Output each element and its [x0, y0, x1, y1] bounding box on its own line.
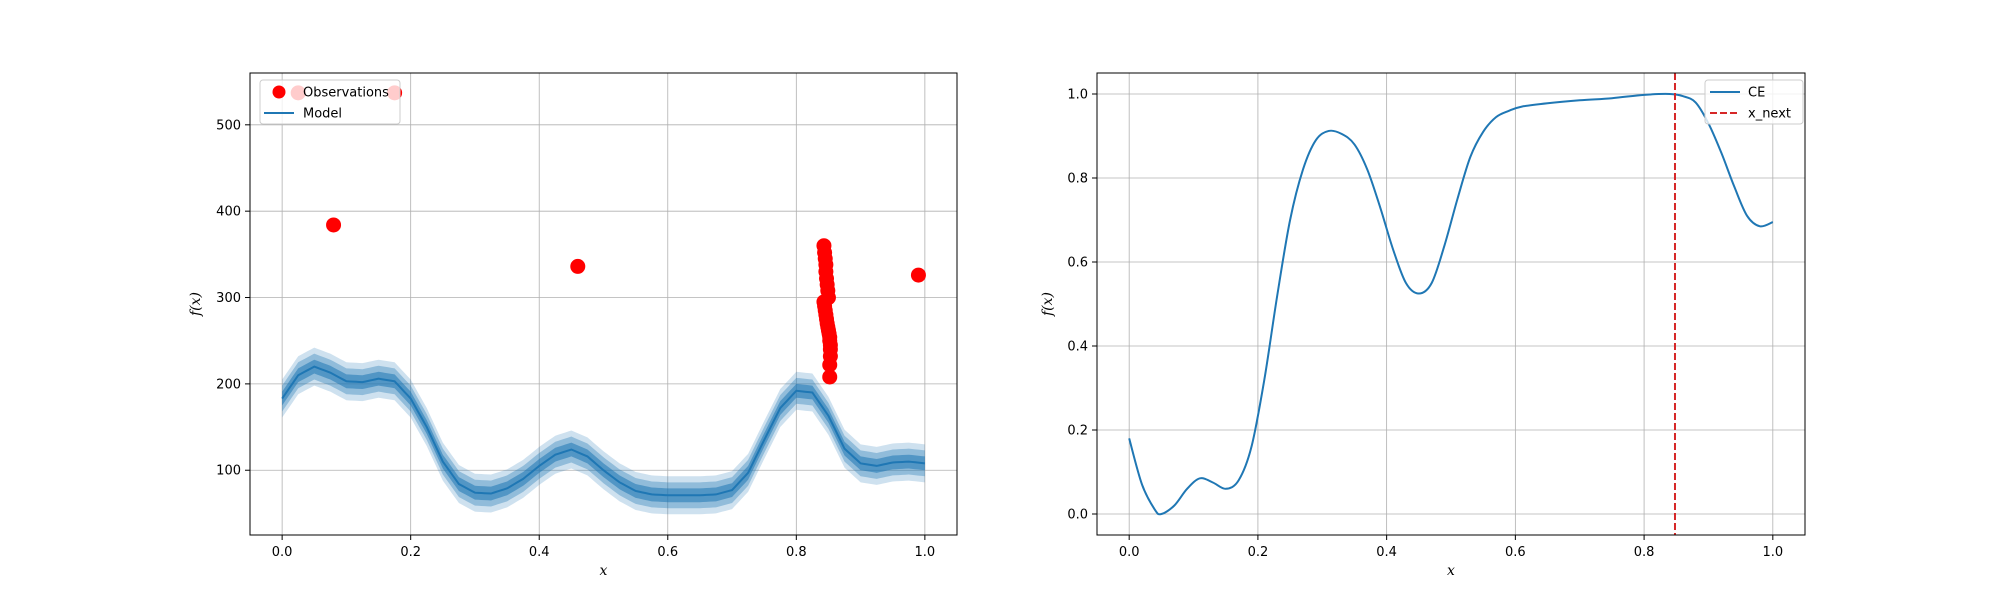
x-tick-label: 0.2 — [1248, 545, 1269, 560]
x-tick-label: 0.6 — [657, 545, 678, 560]
right-chart-ticks: 0.0 0.2 0.4 0.6 0.8 1.0 0.0 0.2 0.4 0.6 0.8 1.0 — [1067, 88, 1783, 561]
left-chart-frame — [249, 72, 958, 536]
y-tick-label: 400 — [216, 205, 241, 220]
observation-point — [326, 217, 342, 233]
left-chart-confidence-bands — [282, 347, 925, 515]
y-tick-label: 0.8 — [1067, 172, 1088, 187]
legend-model-label: Model — [303, 107, 342, 122]
right-chart-frame — [1096, 72, 1806, 536]
right-chart-grid — [1097, 73, 1805, 535]
observation-point — [822, 357, 838, 373]
y-tick-label: 0.6 — [1067, 256, 1088, 271]
left-chart-legend: Observations Model — [259, 79, 401, 125]
x-tick-label: 0.2 — [400, 545, 421, 560]
legend-observations-label: Observations — [303, 86, 389, 101]
y-tick-label: 0.4 — [1067, 340, 1088, 355]
observation-point — [910, 267, 926, 283]
observation-point — [570, 258, 586, 274]
x-tick-label: 0.4 — [529, 545, 550, 560]
left-legend-box — [259, 79, 401, 125]
x-tick-label: 0.8 — [1634, 545, 1655, 560]
x-tick-label: 0.6 — [1505, 545, 1526, 560]
model-line — [281, 365, 925, 497]
x-tick-label: 0.0 — [272, 545, 293, 560]
observation-point — [822, 369, 838, 385]
model-confidence-band — [282, 347, 925, 515]
legend-ce-label: CE — [1748, 86, 1765, 101]
model-confidence-band — [282, 359, 925, 503]
x-tick-label: 0.0 — [1119, 545, 1140, 560]
y-tick-label: 100 — [216, 464, 241, 479]
left-chart-xlabel: x — [600, 563, 608, 579]
model-confidence-band — [282, 353, 925, 509]
y-tick-label: 0.2 — [1067, 424, 1088, 439]
legend-observations-marker — [272, 85, 286, 99]
right-chart-xlabel: x — [1447, 563, 1455, 579]
left-chart-ticks: 0.0 0.2 0.4 0.6 0.8 1.0 100 200 300 400 500 — [216, 118, 935, 560]
y-tick-label: 500 — [216, 118, 241, 133]
right-chart-legend: CE x_next — [1704, 79, 1804, 125]
legend-x-next-label: x_next — [1748, 107, 1791, 122]
left-chart-panel: 0.0 0.2 0.4 0.6 0.8 1.0 100 200 300 400 500 x f(x)… — [188, 72, 958, 579]
y-tick-label: 200 — [216, 377, 241, 392]
right-chart-ylabel: f(x) — [1040, 292, 1056, 317]
y-tick-label: 1.0 — [1067, 88, 1088, 103]
x-tick-label: 0.8 — [786, 545, 807, 560]
ce-line — [1128, 92, 1774, 516]
x-tick-label: 1.0 — [1762, 545, 1783, 560]
left-chart-ylabel: f(x) — [188, 292, 204, 317]
right-chart-series — [1128, 73, 1774, 535]
x-tick-label: 1.0 — [915, 545, 936, 560]
right-chart-panel: 0.0 0.2 0.4 0.6 0.8 1.0 0.0 0.2 0.4 0.6 0.8 1.0 x f… — [1040, 72, 1806, 579]
x-tick-label: 0.4 — [1376, 545, 1397, 560]
y-tick-label: 300 — [216, 291, 241, 306]
y-tick-label: 0.0 — [1067, 508, 1088, 523]
